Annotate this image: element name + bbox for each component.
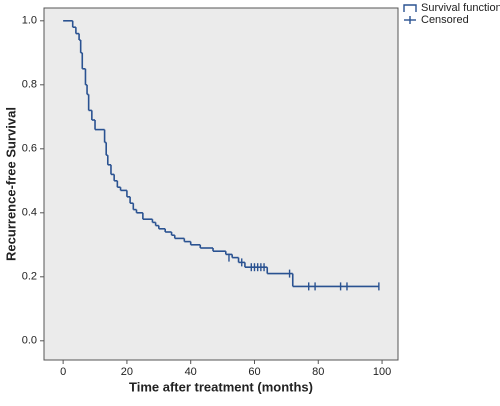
- x-tick-label: 80: [312, 366, 324, 378]
- y-tick-label: 0.8: [22, 79, 37, 91]
- plot-area: [43, 7, 399, 361]
- y-tick-label: 0.2: [22, 271, 37, 283]
- x-tick-label: 40: [185, 366, 197, 378]
- legend-icon: [403, 4, 417, 12]
- legend-label: Survival function: [421, 2, 500, 14]
- y-axis-label: Recurrence-free Survival: [3, 107, 18, 261]
- y-tick-label: 0.4: [22, 207, 37, 219]
- x-tick-label: 20: [121, 366, 133, 378]
- x-axis-label: Time after treatment (months): [129, 379, 313, 394]
- x-tick-label: 60: [248, 366, 260, 378]
- x-tick-label: 0: [60, 366, 66, 378]
- x-tick-label: 100: [373, 366, 391, 378]
- y-tick-label: 0.0: [22, 335, 37, 347]
- y-tick-label: 0.6: [22, 143, 37, 155]
- legend-label: Censored: [421, 14, 469, 26]
- y-tick-label: 1.0: [22, 15, 37, 27]
